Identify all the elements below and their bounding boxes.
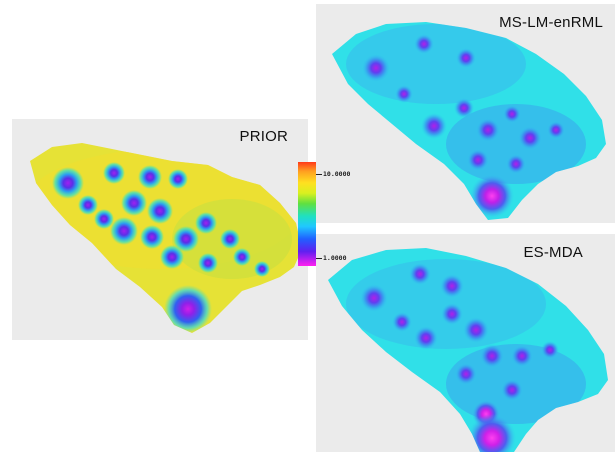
es-mda-panel: ES-MDA bbox=[316, 234, 615, 452]
prior-anomalies bbox=[52, 162, 270, 333]
ms-lm-enrml-anomalies bbox=[362, 34, 565, 218]
ms-lm-enrml-panel: MS-LM-enRML bbox=[316, 4, 615, 223]
color-scale-max-label: 10.0000 bbox=[323, 170, 351, 178]
color-scale-gradient bbox=[298, 162, 316, 266]
es-mda-field-map bbox=[328, 248, 608, 452]
es-mda-anomalies bbox=[360, 263, 559, 452]
prior-field-map bbox=[30, 143, 302, 333]
color-scale-min-tick bbox=[316, 258, 322, 259]
prior-panel: PRIOR bbox=[12, 119, 308, 340]
color-scale-max-tick bbox=[316, 174, 322, 175]
prior-title: PRIOR bbox=[239, 128, 288, 145]
es-mda-title: ES-MDA bbox=[523, 244, 583, 261]
color-scale-bar: 10.0000 1.0000 bbox=[296, 162, 361, 266]
color-scale-min-label: 1.0000 bbox=[323, 254, 347, 262]
ms-lm-enrml-title: MS-LM-enRML bbox=[499, 14, 603, 31]
ms-lm-enrml-field-map bbox=[332, 22, 606, 220]
